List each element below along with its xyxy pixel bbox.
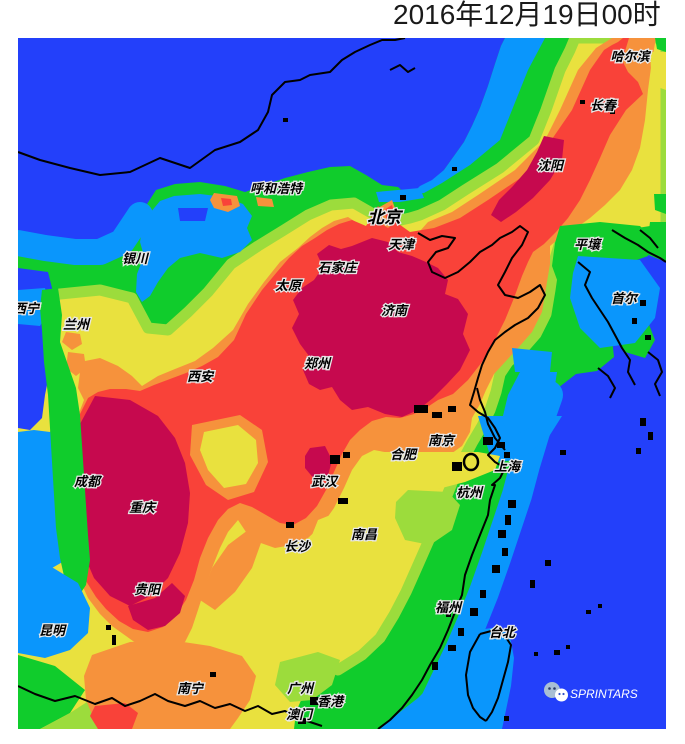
svg-text:台北: 台北: [489, 622, 517, 641]
svg-text:重庆: 重庆: [129, 497, 157, 516]
svg-text:平壤: 平壤: [574, 234, 603, 253]
svg-text:西宁: 西宁: [13, 298, 41, 317]
svg-text:昆明: 昆明: [39, 620, 67, 639]
svg-text:南京: 南京: [428, 430, 456, 449]
svg-text:兰州: 兰州: [63, 314, 91, 333]
svg-text:石家庄: 石家庄: [317, 257, 358, 276]
svg-text:天津: 天津: [388, 234, 416, 253]
svg-text:福州: 福州: [435, 597, 463, 616]
svg-text:长沙: 长沙: [284, 536, 312, 555]
svg-text:合肥: 合肥: [390, 444, 418, 463]
svg-text:西安: 西安: [187, 366, 215, 385]
svg-text:呼和浩特: 呼和浩特: [250, 178, 304, 197]
svg-text:南昌: 南昌: [351, 524, 378, 543]
svg-text:哈尔滨: 哈尔滨: [610, 46, 651, 65]
svg-text:香港: 香港: [317, 691, 345, 710]
svg-text:沈阳: 沈阳: [537, 155, 565, 174]
svg-text:武汉: 武汉: [311, 471, 339, 490]
svg-text:澳门: 澳门: [286, 704, 314, 723]
svg-text:杭州: 杭州: [456, 482, 484, 501]
svg-text:太原: 太原: [275, 275, 303, 294]
svg-text:SPRINTARS: SPRINTARS: [570, 687, 638, 701]
svg-text:2016年12月19日00时: 2016年12月19日00时: [393, 0, 661, 33]
svg-text:济南: 济南: [381, 300, 409, 319]
svg-text:广州: 广州: [287, 678, 315, 697]
svg-text:贵阳: 贵阳: [134, 579, 162, 598]
svg-text:北京: 北京: [367, 203, 404, 228]
svg-text:上海: 上海: [494, 456, 522, 475]
svg-text:南宁: 南宁: [177, 678, 205, 697]
svg-text:郑州: 郑州: [304, 353, 332, 372]
svg-text:长春: 长春: [590, 95, 618, 114]
svg-text:银川: 银川: [122, 248, 150, 267]
svg-text:首尔: 首尔: [611, 288, 639, 307]
svg-text:成都: 成都: [74, 471, 103, 490]
